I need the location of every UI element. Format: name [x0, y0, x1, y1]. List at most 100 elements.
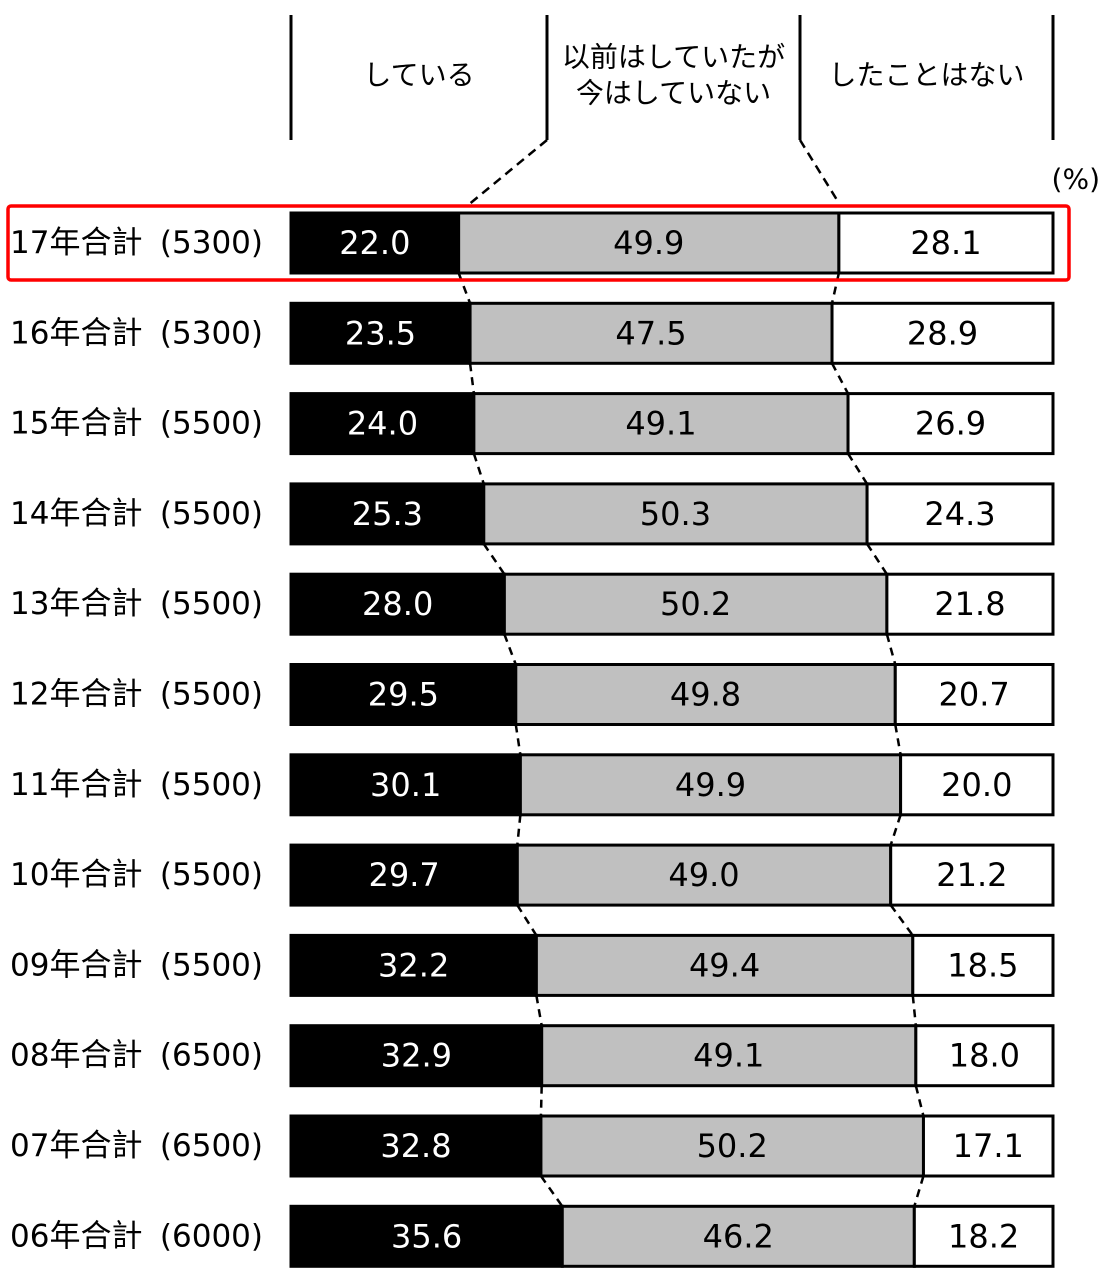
- row-connector-7-2: [889, 904, 914, 937]
- row-connector-1-1: [468, 363, 476, 394]
- sample-size-label: (5500): [160, 677, 263, 713]
- bar-segment-3: [830, 301, 1055, 365]
- row-connector-5-1: [514, 724, 522, 755]
- category-label: 14年合計: [10, 496, 142, 532]
- row-connector-9-2: [914, 1085, 925, 1117]
- data-label: 32.9: [381, 1037, 452, 1075]
- legend-label-1-line0: 以前はしていたが: [562, 41, 785, 74]
- category-label: 16年合計: [10, 315, 142, 351]
- sample-size-label: (6000): [160, 1218, 263, 1254]
- data-label: 21.8: [934, 585, 1005, 623]
- header-connector-2: [798, 139, 840, 204]
- sample-size-label: (6500): [160, 1038, 263, 1074]
- bar-segment-3: [914, 1024, 1055, 1088]
- row-connector-3-2: [866, 543, 888, 575]
- bar-segment-1: [289, 663, 518, 726]
- data-label: 28.9: [907, 314, 978, 352]
- row-connector-0-2: [830, 272, 841, 304]
- bar-segment-3: [911, 933, 1055, 997]
- bar-segment-1: [289, 1114, 543, 1178]
- data-label: 47.5: [615, 314, 686, 352]
- data-label: 50.3: [640, 495, 711, 533]
- category-label: 15年合計: [10, 406, 142, 442]
- bar-segment-3: [865, 482, 1055, 546]
- sample-size-label: (5500): [160, 947, 263, 983]
- data-label: 18.5: [947, 946, 1018, 984]
- row-connector-4-1: [503, 633, 517, 665]
- category-label: 12年合計: [10, 677, 142, 713]
- data-label: 18.2: [948, 1217, 1019, 1255]
- data-label: 30.1: [370, 766, 441, 804]
- bar-segment-1: [289, 843, 519, 907]
- data-label: 49.9: [613, 224, 684, 262]
- bar-segment-1: [289, 753, 522, 817]
- row-connector-2-2: [846, 452, 869, 485]
- data-label: 28.0: [362, 585, 433, 623]
- row-connector-6-2: [889, 814, 902, 846]
- row-connector-7-1: [516, 904, 538, 937]
- row-connector-4-2: [885, 633, 897, 665]
- data-label: 25.3: [352, 495, 423, 533]
- bar-segment-2: [534, 933, 915, 997]
- bar-segment-2: [514, 663, 897, 726]
- data-label: 49.8: [670, 676, 741, 714]
- highlight-box: [6, 204, 1071, 282]
- row-connector-0-1: [457, 272, 472, 304]
- row-connector-9-1: [539, 1085, 543, 1117]
- bar-segment-3: [899, 753, 1055, 817]
- category-label: 09年合計: [10, 947, 142, 983]
- data-label: 20.7: [939, 676, 1010, 714]
- data-label: 49.1: [625, 405, 696, 443]
- bar-segment-1: [289, 933, 538, 997]
- row-connector-10-1: [539, 1175, 564, 1208]
- sample-size-label: (5500): [160, 406, 263, 442]
- row-connector-8-1: [535, 995, 543, 1026]
- sample-size-label: (5500): [160, 767, 263, 803]
- data-label: 28.1: [910, 224, 981, 262]
- bar-segment-1: [289, 482, 486, 546]
- legend-label-0: している: [363, 59, 474, 92]
- data-label: 46.2: [703, 1217, 774, 1255]
- data-label: 21.2: [936, 856, 1007, 894]
- row-connector-8-2: [911, 995, 918, 1026]
- bar-segment-3: [912, 1204, 1055, 1268]
- bar-segment-1: [289, 1204, 564, 1268]
- data-label: 26.9: [915, 405, 986, 443]
- data-label: 23.5: [345, 314, 416, 352]
- data-label: 20.0: [941, 766, 1012, 804]
- legend-label-2: したことはない: [828, 59, 1024, 92]
- bar-segment-3: [889, 843, 1055, 907]
- bar-segment-2: [518, 753, 903, 817]
- row-connector-3-1: [482, 543, 506, 575]
- bar-segment-1: [289, 1024, 544, 1088]
- data-label: 49.0: [668, 856, 739, 894]
- bar-segment-3: [893, 663, 1055, 726]
- data-label: 35.6: [391, 1217, 462, 1255]
- row-connector-5-2: [894, 724, 902, 756]
- bar-segment-2: [560, 1204, 916, 1268]
- bar-segment-2: [472, 392, 850, 456]
- row-connector-2-1: [472, 453, 485, 485]
- category-label: 07年合計: [10, 1128, 142, 1164]
- sample-size-label: (5300): [160, 225, 263, 261]
- sample-size-label: (5500): [160, 496, 263, 532]
- data-label: 24.0: [347, 405, 418, 443]
- data-label: 29.5: [368, 676, 439, 714]
- sample-size-label: (5300): [160, 315, 263, 351]
- data-label: 49.9: [675, 766, 746, 804]
- sample-size-label: (5500): [160, 857, 263, 893]
- bar-segment-3: [885, 572, 1055, 636]
- legend-label-1-line1: 今はしていない: [576, 77, 771, 110]
- bar-segment-2: [540, 1024, 918, 1088]
- category-label: 13年合計: [10, 586, 142, 622]
- row-connector-10-2: [913, 1175, 925, 1207]
- bar-segment-3: [846, 392, 1055, 456]
- bar-segment-3: [837, 211, 1055, 275]
- sample-size-label: (5500): [160, 586, 263, 622]
- bar-segment-1: [289, 572, 506, 636]
- data-label: 32.2: [378, 946, 449, 984]
- data-label: 32.8: [380, 1127, 451, 1165]
- data-label: 22.0: [339, 224, 410, 262]
- row-connector-6-1: [516, 814, 522, 846]
